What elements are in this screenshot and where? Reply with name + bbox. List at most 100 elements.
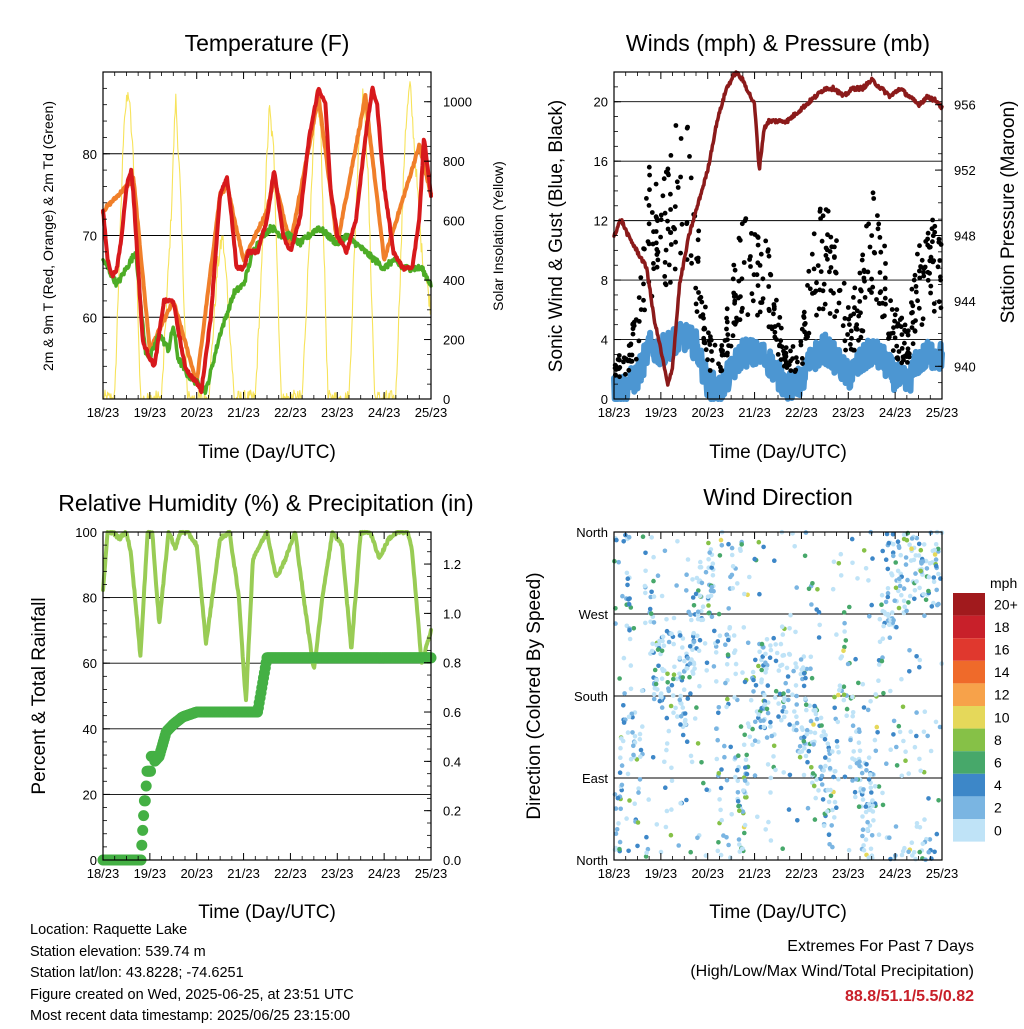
direction-point [787, 772, 793, 778]
direction-point [782, 698, 787, 703]
direction-point [901, 586, 907, 591]
direction-point [716, 710, 721, 716]
direction-point [726, 606, 731, 611]
direction-point [686, 609, 691, 615]
direction-point [785, 674, 791, 679]
direction-point [897, 576, 902, 582]
precip-point [145, 765, 156, 777]
direction-point [747, 574, 752, 580]
gust-point [663, 247, 669, 253]
gust-point [828, 234, 834, 240]
direction-point [735, 799, 741, 804]
gust-point [771, 311, 776, 317]
direction-point [905, 577, 910, 583]
direction-point [659, 705, 665, 710]
gust-point [832, 314, 838, 319]
direction-point [639, 688, 645, 694]
gust-point [938, 242, 944, 247]
direction-point [909, 536, 915, 541]
gust-point [832, 255, 837, 260]
direction-point [860, 814, 865, 819]
gust-point [825, 256, 830, 262]
gust-point [662, 281, 668, 286]
gust-point [707, 368, 713, 373]
direction-point [883, 599, 889, 605]
gust-point [777, 343, 782, 349]
gust-point [739, 221, 745, 227]
direction-point [804, 727, 810, 733]
gust-point [737, 317, 743, 323]
direction-point [648, 619, 653, 625]
direction-point [619, 782, 625, 788]
legend-swatch [953, 728, 985, 752]
gust-point [923, 239, 929, 244]
direction-legend-title: mph [990, 575, 1017, 591]
gust-point [877, 270, 883, 275]
direction-point [780, 846, 785, 851]
gust-point [842, 316, 848, 321]
direction-point [848, 737, 853, 743]
gust-point [793, 367, 799, 373]
direction-point [811, 722, 816, 727]
direction-point [753, 657, 758, 663]
direction-point [919, 561, 924, 566]
direction-point [850, 778, 855, 783]
direction-point [768, 838, 774, 843]
direction-point [661, 643, 667, 648]
direction-point [671, 641, 676, 647]
gust-point [623, 371, 628, 377]
gust-point [630, 331, 636, 337]
gust-point [876, 301, 882, 306]
direction-point [677, 633, 683, 638]
gust-point [919, 322, 925, 327]
gust-point [825, 232, 830, 238]
direction-point [651, 692, 657, 697]
direction-point [850, 713, 855, 719]
direction-point [768, 643, 773, 648]
gust-point [859, 257, 865, 263]
humidity-y2tick-label: 1.2 [443, 557, 461, 572]
direction-point [895, 568, 901, 574]
direction-point [834, 739, 840, 744]
direction-point [664, 741, 670, 746]
latlon-text: Station lat/lon: 43.8228; -74.6251 [30, 965, 244, 981]
direction-point [892, 598, 897, 603]
direction-point [826, 757, 832, 763]
direction-point [785, 688, 791, 694]
gust-point [845, 332, 850, 337]
direction-point [860, 797, 866, 802]
direction-point [659, 648, 665, 654]
direction-point [730, 564, 736, 569]
gust-point [641, 246, 646, 252]
direction-point [612, 847, 618, 852]
direction-point [709, 614, 715, 620]
direction-point [688, 849, 693, 855]
direction-point [742, 732, 747, 738]
direction-point [791, 668, 796, 674]
gust-point [668, 280, 673, 285]
legend-swatch [953, 751, 985, 774]
direction-point [756, 539, 762, 545]
direction-point [899, 676, 904, 682]
gust-point [892, 312, 898, 318]
direction-point [834, 805, 839, 810]
direction-point [929, 604, 935, 609]
direction-point [865, 819, 870, 825]
direction-point [659, 676, 665, 681]
gust-point [890, 330, 896, 336]
gust-point [915, 251, 920, 257]
gust-point [724, 319, 730, 325]
gust-point [920, 316, 926, 322]
gust-point [840, 323, 846, 329]
direction-point [697, 565, 703, 570]
direction-point [764, 637, 770, 642]
direction-point [819, 723, 824, 728]
precip-point [140, 780, 152, 792]
direction-point [771, 743, 777, 749]
direction-point [703, 853, 709, 858]
direction-point [885, 566, 891, 572]
direction-point [891, 718, 897, 724]
direction-xtick-label: 22/23 [785, 866, 818, 881]
gust-point [882, 286, 888, 292]
winds-xtick-label: 20/23 [691, 405, 724, 420]
